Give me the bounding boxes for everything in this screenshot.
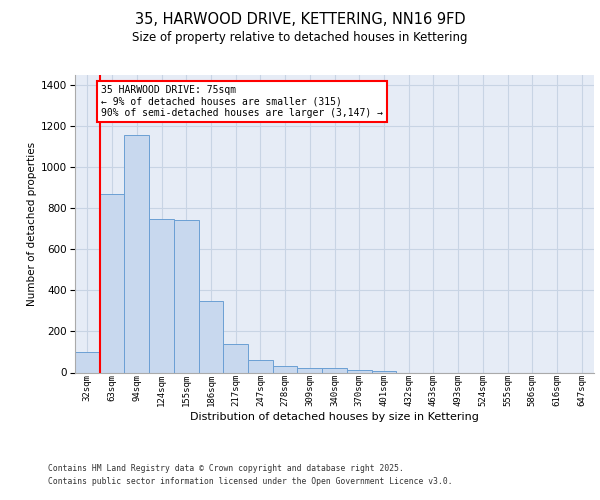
Bar: [322, 368, 347, 372]
Bar: [199, 300, 223, 372]
Bar: [298, 368, 322, 372]
Bar: [100, 194, 124, 372]
Text: 35, HARWOOD DRIVE, KETTERING, NN16 9FD: 35, HARWOOD DRIVE, KETTERING, NN16 9FD: [134, 12, 466, 26]
Bar: [347, 370, 371, 372]
Bar: [174, 220, 199, 372]
Y-axis label: Number of detached properties: Number of detached properties: [27, 142, 37, 306]
Bar: [149, 218, 174, 372]
Bar: [248, 360, 273, 372]
Bar: [124, 134, 149, 372]
Text: Size of property relative to detached houses in Kettering: Size of property relative to detached ho…: [132, 32, 468, 44]
Text: Contains HM Land Registry data © Crown copyright and database right 2025.
Contai: Contains HM Land Registry data © Crown c…: [48, 464, 452, 486]
Bar: [223, 344, 248, 372]
X-axis label: Distribution of detached houses by size in Kettering: Distribution of detached houses by size …: [190, 412, 479, 422]
Bar: [273, 366, 298, 372]
Text: 35 HARWOOD DRIVE: 75sqm
← 9% of detached houses are smaller (315)
90% of semi-de: 35 HARWOOD DRIVE: 75sqm ← 9% of detached…: [101, 86, 383, 118]
Bar: [75, 352, 100, 372]
